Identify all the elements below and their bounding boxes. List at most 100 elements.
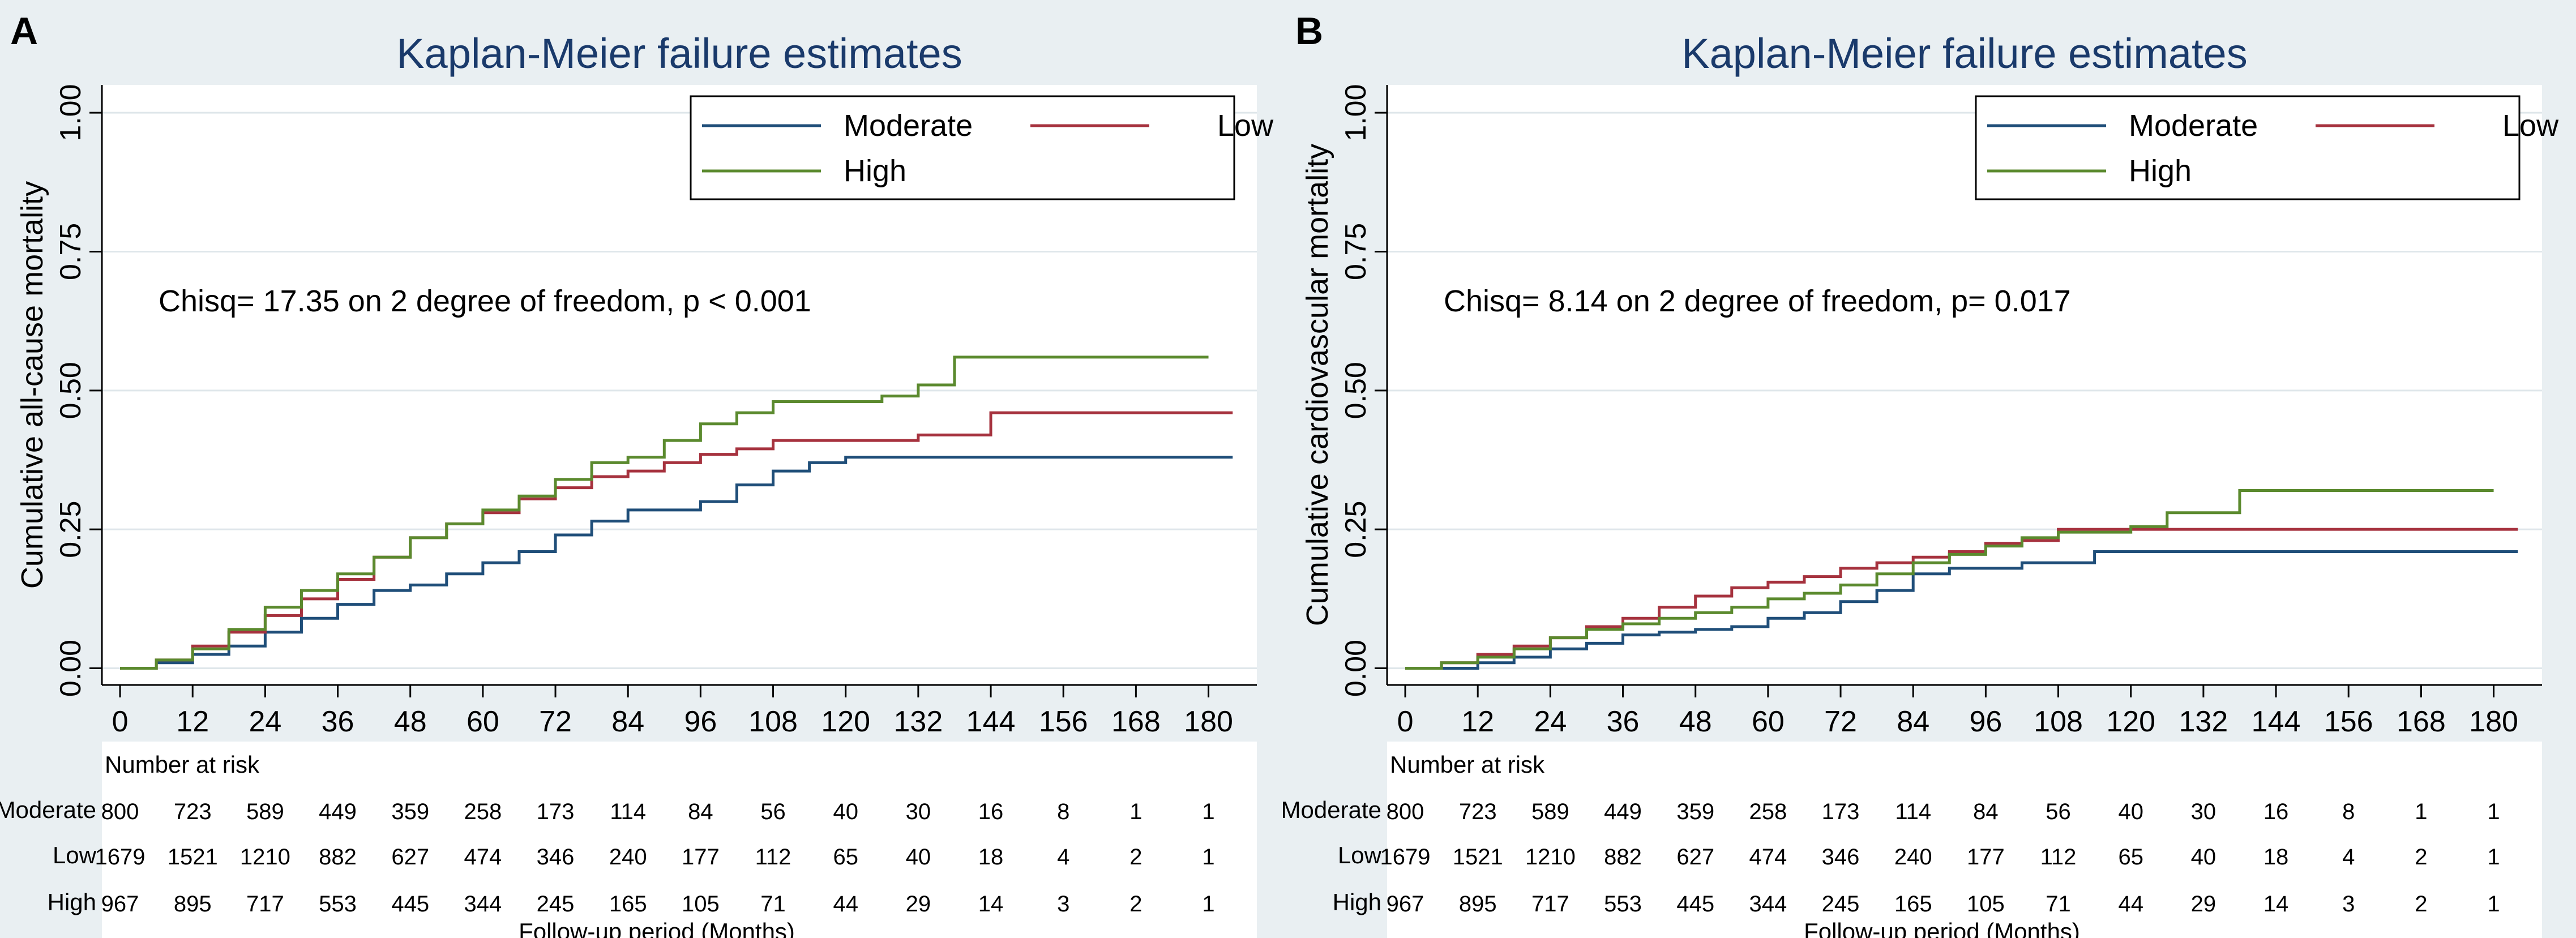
risk-table-cell: 346: [1822, 845, 1860, 870]
risk-table-cell: 177: [1967, 845, 2005, 870]
risk-table-cell: 258: [464, 799, 502, 824]
risk-table-cell: 8: [1057, 799, 1069, 824]
series-line-low: [1405, 528, 2518, 670]
x-tick-label: 132: [2179, 705, 2228, 738]
risk-table-cell: 800: [1387, 799, 1424, 824]
x-tick-label: 156: [1039, 705, 1088, 738]
risk-table-cell: 723: [174, 799, 212, 824]
risk-table-cell: 112: [755, 845, 791, 870]
risk-table-cell: 29: [2191, 892, 2216, 916]
y-tick-label: 0.50: [1340, 362, 1372, 419]
risk-table-cell: 1: [1129, 799, 1142, 824]
risk-table-cell: 1521: [1453, 845, 1503, 870]
legend-label-moderate: Moderate: [2129, 109, 2258, 143]
risk-table-cell: 359: [1676, 799, 1714, 824]
x-tick-label: 72: [539, 705, 572, 738]
x-tick-label: 180: [1184, 705, 1233, 738]
risk-table-cell: 1521: [168, 845, 218, 870]
risk-table-cell: 105: [682, 892, 720, 916]
x-tick-label: 72: [1824, 705, 1857, 738]
legend-label-low: Low: [2502, 109, 2559, 143]
x-tick-label: 60: [467, 705, 499, 738]
risk-table-cell: 359: [391, 799, 429, 824]
x-tick-label: 168: [2397, 705, 2446, 738]
risk-table-title: Number at risk: [105, 751, 260, 778]
chisq-annotation: Chisq= 17.35 on 2 degree of freedom, p <…: [159, 284, 811, 318]
risk-table-cell: 84: [688, 799, 713, 824]
risk-table-cell: 895: [174, 892, 212, 916]
risk-table-cell: 449: [1604, 799, 1642, 824]
risk-table-cell: 173: [537, 799, 575, 824]
series-line-moderate: [1405, 550, 2518, 670]
risk-table-cell: 1210: [240, 845, 290, 870]
x-tick-label: 24: [249, 705, 281, 738]
chart-title: Kaplan-Meier failure estimates: [1681, 30, 2247, 77]
x-tick-label: 24: [1534, 705, 1567, 738]
risk-table-cell: 1: [2487, 845, 2500, 870]
risk-table-cell: 173: [1822, 799, 1860, 824]
x-tick-label: 84: [611, 705, 644, 738]
series-line-moderate: [120, 456, 1233, 670]
risk-table-cell: 589: [246, 799, 284, 824]
x-tick-label: 120: [821, 705, 870, 738]
risk-table-cell: 967: [1387, 892, 1424, 916]
y-tick-label: 0.75: [1340, 223, 1372, 280]
x-tick-label: 84: [1897, 705, 1929, 738]
risk-table-cell: 474: [464, 845, 502, 870]
risk-table-cell: 30: [2191, 799, 2216, 824]
risk-table-cell: 56: [760, 799, 786, 824]
risk-table-cell: 8: [2342, 799, 2355, 824]
risk-table-cell: 112: [2040, 845, 2077, 870]
legend-box: [690, 95, 1235, 200]
risk-table-cell: 1: [1202, 845, 1214, 870]
risk-table-cell: 627: [391, 845, 429, 870]
risk-table-cell: 245: [537, 892, 575, 916]
risk-table-cell: 258: [1749, 799, 1787, 824]
legend-box: [1975, 95, 2521, 200]
x-tick-label: 36: [1607, 705, 1640, 738]
y-axis-label: Cumulative cardiovascular mortality: [1300, 144, 1334, 626]
y-tick-label: 0.00: [1340, 640, 1372, 697]
y-tick-label: 1.00: [54, 84, 87, 141]
y-tick-label: 0.50: [54, 362, 87, 419]
panel-b: B Kaplan-Meier failure estimates 0.00 0.25 0…: [1281, 10, 2559, 938]
risk-table-cell: 344: [1749, 892, 1787, 916]
y-tick-label: 0.75: [54, 223, 87, 280]
x-tick-label: 168: [1111, 705, 1161, 738]
risk-table-area: [1387, 742, 2542, 938]
x-tick-label: 0: [1397, 705, 1414, 738]
risk-table-cell: 800: [101, 799, 139, 824]
risk-table-cell: 2: [1129, 845, 1142, 870]
risk-table-title: Number at risk: [1390, 751, 1545, 778]
risk-row-label-low: Low: [53, 842, 97, 868]
risk-table-cell: 717: [246, 892, 284, 916]
risk-table-cell: 114: [1895, 799, 1931, 824]
x-tick-label: 96: [684, 705, 717, 738]
risk-table-cell: 589: [1531, 799, 1569, 824]
risk-table-cell: 71: [760, 892, 786, 916]
risk-table-cell: 723: [1459, 799, 1497, 824]
risk-row-label-low: Low: [1338, 842, 1382, 868]
x-tick-label: 132: [894, 705, 943, 738]
x-tick-label: 36: [322, 705, 354, 738]
risk-table-cell: 1679: [1380, 845, 1431, 870]
legend-label-moderate: Moderate: [844, 109, 973, 143]
risk-table-cell: 240: [1894, 845, 1932, 870]
risk-table-cell: 245: [1822, 892, 1860, 916]
risk-table-cell: 882: [319, 845, 357, 870]
risk-table-cell: 1: [2415, 799, 2427, 824]
risk-table-cell: 65: [833, 845, 858, 870]
risk-table-cell: 16: [978, 799, 1004, 824]
risk-table-cell: 105: [1967, 892, 2005, 916]
risk-table-cell: 346: [537, 845, 575, 870]
risk-table-cell: 40: [2191, 845, 2216, 870]
risk-row-label-moderate: Moderate: [1281, 796, 1381, 823]
risk-table-cell: 18: [2263, 845, 2289, 870]
risk-table-cell: 40: [906, 845, 931, 870]
x-axis-label: Follow-up period (Months): [1804, 918, 2080, 938]
risk-table-cell: 84: [1973, 799, 1999, 824]
panel-a: A Kaplan-Meier failure estimates 0.00 0.25 0…: [0, 10, 1274, 938]
risk-table-cell: 65: [2118, 845, 2143, 870]
x-tick-label: 108: [2034, 705, 2083, 738]
